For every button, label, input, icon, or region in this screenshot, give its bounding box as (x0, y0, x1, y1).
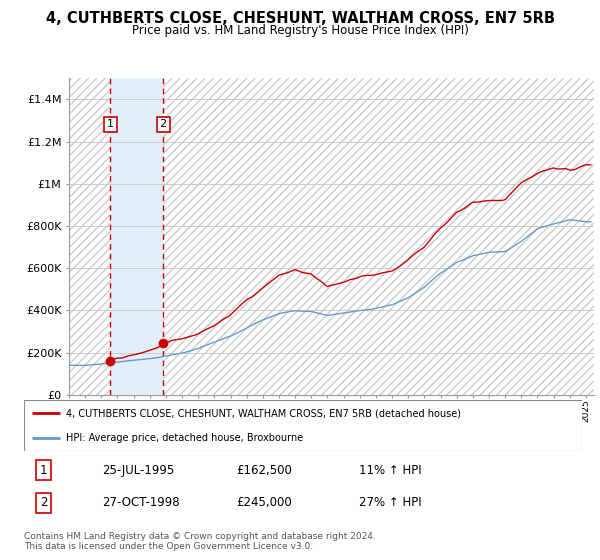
Text: 27-OCT-1998: 27-OCT-1998 (102, 496, 180, 509)
Text: Contains HM Land Registry data © Crown copyright and database right 2024.
This d: Contains HM Land Registry data © Crown c… (24, 532, 376, 552)
Text: 25-JUL-1995: 25-JUL-1995 (102, 464, 175, 477)
Text: £162,500: £162,500 (236, 464, 292, 477)
Text: Price paid vs. HM Land Registry's House Price Index (HPI): Price paid vs. HM Land Registry's House … (131, 24, 469, 36)
Bar (69, 78, 110, 395)
Text: £245,000: £245,000 (236, 496, 292, 509)
Text: 1: 1 (107, 119, 114, 129)
Text: 27% ↑ HPI: 27% ↑ HPI (359, 496, 421, 509)
Text: 2: 2 (40, 496, 47, 509)
Text: 4, CUTHBERTS CLOSE, CHESHUNT, WALTHAM CROSS, EN7 5RB: 4, CUTHBERTS CLOSE, CHESHUNT, WALTHAM CR… (46, 11, 554, 26)
Bar (163, 78, 594, 395)
Text: 2: 2 (160, 119, 167, 129)
Bar (110, 78, 163, 395)
Text: HPI: Average price, detached house, Broxbourne: HPI: Average price, detached house, Brox… (66, 433, 303, 443)
Text: 1: 1 (40, 464, 47, 477)
Text: 4, CUTHBERTS CLOSE, CHESHUNT, WALTHAM CROSS, EN7 5RB (detached house): 4, CUTHBERTS CLOSE, CHESHUNT, WALTHAM CR… (66, 408, 461, 418)
Text: 11% ↑ HPI: 11% ↑ HPI (359, 464, 421, 477)
FancyBboxPatch shape (24, 400, 582, 451)
